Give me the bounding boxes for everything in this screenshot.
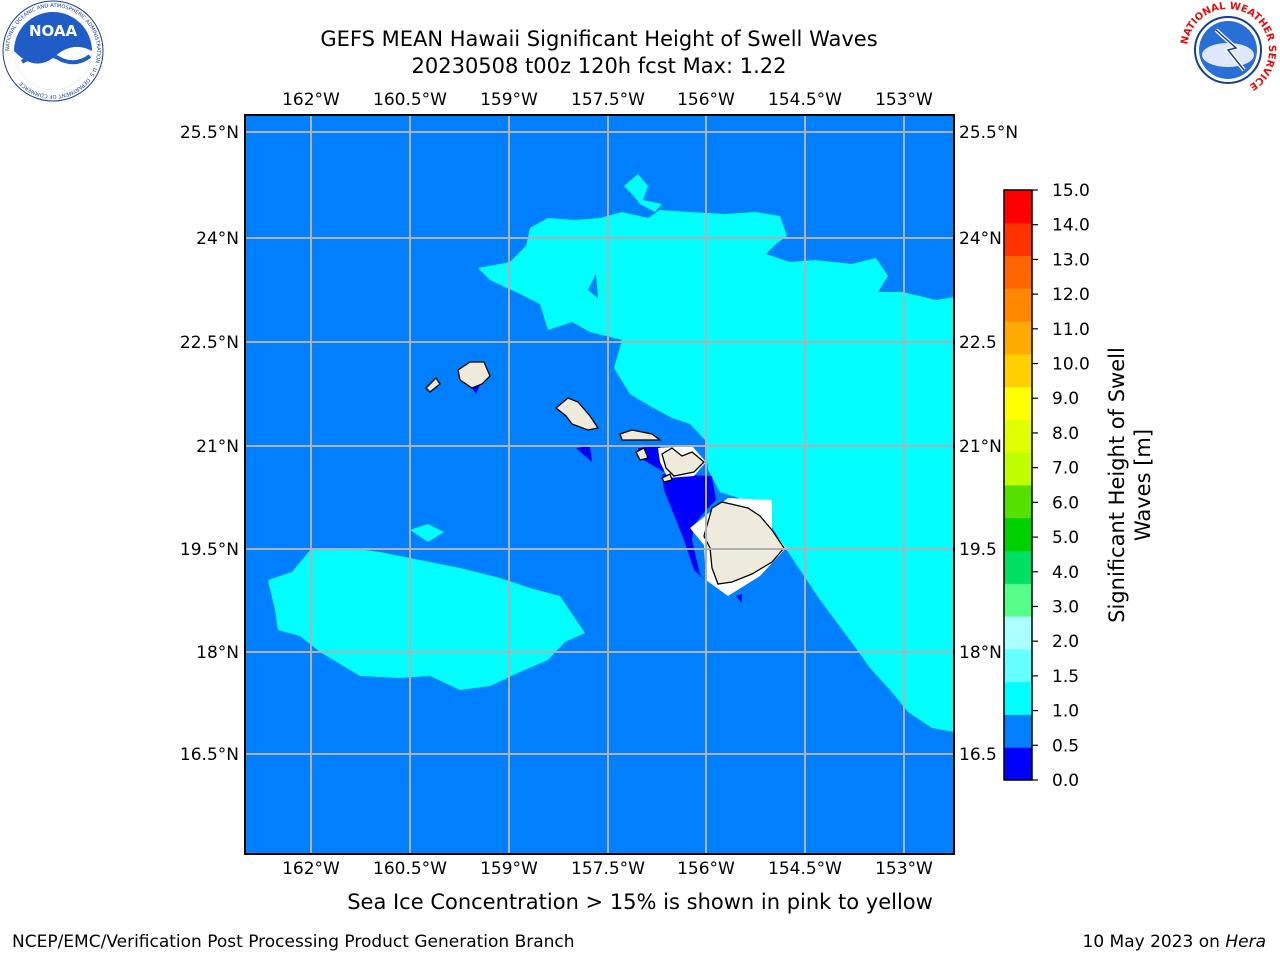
footer-date: 10 May 2023 on Hera <box>1083 932 1267 952</box>
colorbar-swatch <box>1004 419 1032 453</box>
swell-region-small-north <box>624 174 662 212</box>
colorbar-swatch <box>1004 517 1032 552</box>
colorbar-tick-label: 7.0 <box>1052 459 1079 479</box>
lon-label-bottom: 156°W <box>677 859 735 879</box>
colorbar-tick-label: 14.0 <box>1052 216 1090 236</box>
nws-logo: NATIONAL WEATHER SERVICE <box>1178 0 1278 100</box>
lat-label-right: 25.5°N <box>959 123 1018 143</box>
lat-label-left: 24°N <box>196 229 239 249</box>
lon-label-bottom: 154.5°W <box>768 859 842 879</box>
lon-label-bottom: 157.5°W <box>571 859 645 879</box>
island-kahoolawe <box>661 473 673 483</box>
noaa-logo-text: NOAA <box>29 22 78 40</box>
chart-title: GEFS MEAN Hawaii Significant Height of S… <box>320 27 878 51</box>
lon-label-top: 159°W <box>480 90 538 110</box>
colorbar-swatch <box>1004 190 1032 224</box>
colorbar-swatch <box>1004 255 1032 289</box>
footer-credit: NCEP/EMC/Verification Post Processing Pr… <box>12 932 575 952</box>
ocean-notch <box>588 274 598 298</box>
chart-subtitle: 20230508 t00z 120h fcst Max: 1.22 <box>411 54 787 78</box>
lat-label-left: 16.5°N <box>180 745 239 765</box>
lat-label-left: 22.5°N <box>180 333 239 353</box>
colorbar-tick-label: 1.0 <box>1052 702 1079 722</box>
swell-region-west-small <box>410 524 444 542</box>
colorbar-tick-label: 2.0 <box>1052 632 1079 652</box>
lon-label-bottom: 162°W <box>282 859 340 879</box>
lat-label-right: 19.5 <box>959 540 997 560</box>
lat-label-right: 24°N <box>959 229 1002 249</box>
colorbar-label-line2: Waves [m] <box>1131 429 1155 541</box>
lon-label-top: 154.5°W <box>768 90 842 110</box>
island-lanai <box>635 447 649 461</box>
lat-label-right: 18°N <box>959 643 1002 663</box>
low-swell-kahoolawe <box>662 474 716 580</box>
island-maui <box>661 447 705 477</box>
colorbar-tick-label: 0.5 <box>1052 736 1079 756</box>
lon-label-top: 156°W <box>677 90 735 110</box>
colorbar-swatch <box>1004 452 1032 486</box>
colorbar-swatch <box>1004 583 1032 617</box>
colorbar-swatch <box>1004 288 1032 322</box>
footer-date-text: 10 May 2023 on <box>1082 932 1226 952</box>
colorbar-swatch <box>1004 353 1032 388</box>
island-hawaii <box>703 501 785 585</box>
island-kauai <box>457 361 491 389</box>
colorbar-swatch <box>1004 485 1032 519</box>
colorbar-tick-label: 4.0 <box>1052 563 1079 583</box>
lon-label-top: 160.5°W <box>373 90 447 110</box>
colorbar-swatch <box>1004 550 1032 584</box>
colorbar-tick-label: 5.0 <box>1052 528 1079 548</box>
lon-label-bottom: 153°W <box>875 859 933 879</box>
colorbar-tick-label: 12.0 <box>1052 285 1090 305</box>
colorbar-tick-label: 6.0 <box>1052 493 1079 513</box>
colorbar-label-line1: Significant Height of Swell <box>1105 347 1129 623</box>
colorbar-tick-label: 0.0 <box>1052 771 1079 791</box>
lon-label-top: 162°W <box>282 90 340 110</box>
lat-label-left: 21°N <box>196 437 239 457</box>
lon-label-top: 153°W <box>875 90 933 110</box>
lat-label-left: 19.5°N <box>180 540 239 560</box>
lon-label-top: 157.5°W <box>571 90 645 110</box>
colorbar-tick-label: 10.0 <box>1052 355 1090 375</box>
island-molokai <box>619 429 662 441</box>
map-frame <box>244 114 955 855</box>
graticule <box>245 115 954 854</box>
noaa-logo: NOAA NATIONAL OCEANIC AND ATMOSPHERIC AD… <box>2 0 104 102</box>
colorbar-swatch <box>1004 648 1032 683</box>
footer-system: Hera <box>1225 932 1266 952</box>
island-oahu <box>554 397 600 431</box>
lat-label-right: 22.5 <box>959 333 997 353</box>
lat-label-left: 18°N <box>196 643 239 663</box>
map-area <box>245 115 954 854</box>
colorbar-tick-label: 13.0 <box>1052 250 1090 270</box>
colorbar-tick-label: 3.0 <box>1052 597 1079 617</box>
low-swell-oahu <box>576 446 592 462</box>
lon-label-bottom: 159°W <box>480 859 538 879</box>
island-niihau <box>425 376 441 393</box>
colorbar-tick-label: 11.0 <box>1052 320 1090 340</box>
sea-ice-note: Sea Ice Concentration > 15% is shown in … <box>347 890 933 914</box>
colorbar: 0.0 0.5 1.0 1.5 2.0 3.0 4.0 5.0 6.0 7.0 8.0 9.0 10.0… <box>1003 181 1090 791</box>
colorbar-frame <box>1003 189 1033 781</box>
lat-label-left: 25.5°N <box>180 123 239 143</box>
colorbar-tick-label: 1.5 <box>1052 667 1079 687</box>
low-swell-south-dot <box>736 594 742 603</box>
colorbar-swatch <box>1004 681 1032 715</box>
lat-label-right: 21°N <box>959 437 1002 457</box>
colorbar-swatch <box>1004 616 1032 650</box>
colorbar-swatch <box>1004 222 1032 257</box>
colorbar-swatch <box>1004 747 1032 781</box>
lat-label-right: 16.5 <box>959 745 997 765</box>
colorbar-tick-label: 8.0 <box>1052 424 1079 444</box>
colorbar-tick-label: 9.0 <box>1052 389 1079 409</box>
colorbar-swatch <box>1004 714 1032 748</box>
swell-region-southwest <box>268 548 585 690</box>
colorbar-swatch <box>1004 321 1032 355</box>
lon-label-bottom: 160.5°W <box>373 859 447 879</box>
swell-region-northeast <box>478 210 954 732</box>
colorbar-tick-label: 15.0 <box>1052 181 1090 201</box>
colorbar-swatch <box>1004 386 1032 420</box>
